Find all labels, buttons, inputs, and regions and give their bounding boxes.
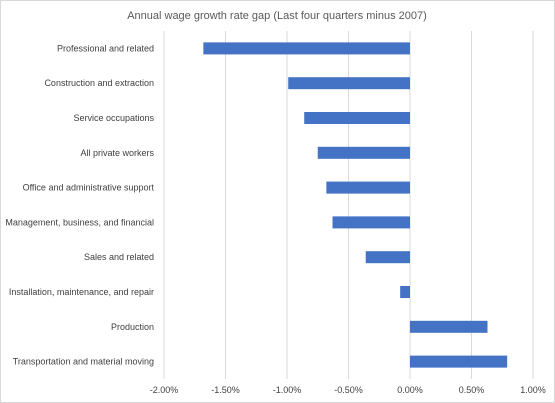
bar — [332, 216, 410, 229]
category-label: Construction and extraction — [44, 78, 154, 88]
category-label: Management, business, and financial — [5, 217, 154, 227]
category-label: Service occupations — [73, 113, 154, 123]
category-label: Sales and related — [84, 252, 154, 262]
category-label: Production — [111, 322, 154, 332]
x-tick-label: -2.00% — [150, 385, 179, 395]
bar — [304, 112, 410, 124]
category-label: Professional and related — [57, 43, 154, 53]
category-label: Transportation and material moving — [13, 357, 154, 367]
x-tick-label: 0.50% — [459, 385, 485, 395]
bar — [400, 286, 410, 298]
x-tick-label: -1.00% — [273, 385, 302, 395]
bars — [203, 42, 508, 368]
bar — [288, 77, 410, 90]
chart-title: Annual wage growth rate gap (Last four q… — [127, 10, 427, 22]
x-tick-label: 0.00% — [397, 385, 423, 395]
bar — [365, 251, 410, 264]
category-labels: Professional and related Construction and… — [5, 43, 154, 366]
bar — [203, 42, 410, 55]
x-tick-label: -1.50% — [211, 385, 240, 395]
category-label: Office and administrative support — [23, 183, 155, 193]
bar — [326, 181, 410, 194]
bar — [410, 355, 508, 368]
category-label: All private workers — [80, 148, 154, 158]
x-tick-label: 1.00% — [520, 385, 546, 395]
bar — [317, 146, 410, 159]
x-axis-tick-labels: -2.00% -1.50% -1.00% -0.50% 0.00% 0.50% 1.00% — [150, 385, 546, 395]
x-tick-label: -0.50% — [334, 385, 363, 395]
category-label: Installation, maintenance, and repair — [9, 287, 154, 297]
bar — [410, 320, 488, 333]
